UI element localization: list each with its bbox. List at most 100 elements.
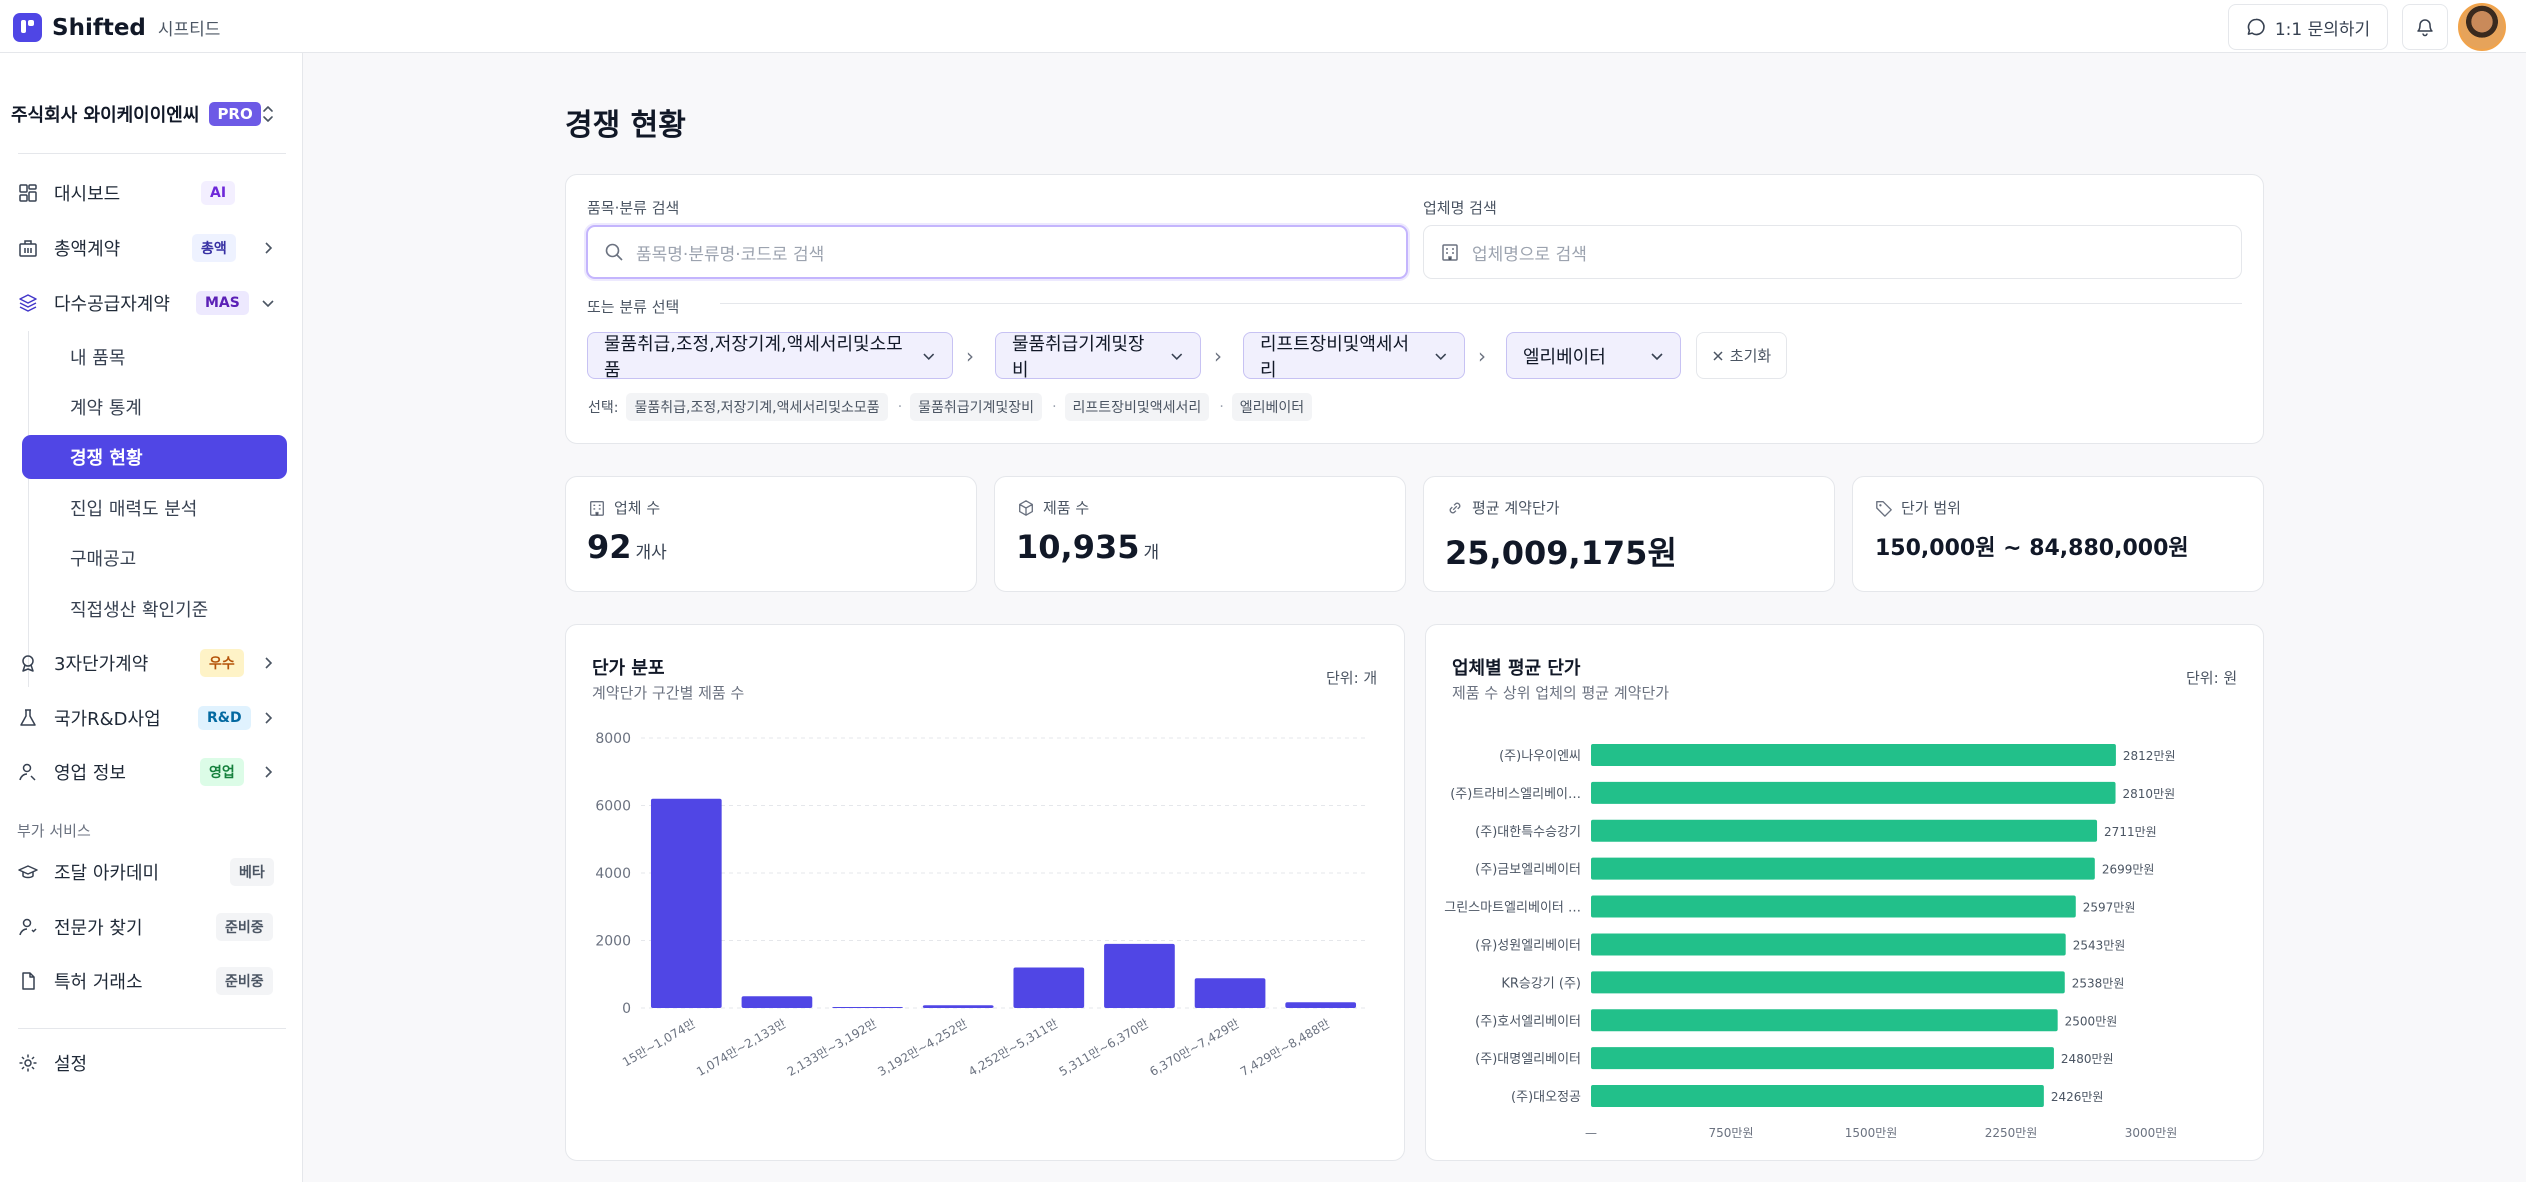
histogram-bar <box>832 1006 903 1008</box>
box-icon <box>1019 499 1033 516</box>
chevron-right-icon: › <box>1214 344 1222 368</box>
sidebar-item-rnd[interactable]: 국가R&D사업 R&D <box>11 696 287 740</box>
bar-value-label: 2426만원 <box>2051 1090 2104 1104</box>
brand-logo[interactable]: Shifted 시프티드 <box>13 13 220 42</box>
building-icon <box>590 500 604 516</box>
bar-value-label: 2543만원 <box>2073 938 2126 952</box>
vendor-search-placeholder: 업체명으로 검색 <box>1472 244 1587 265</box>
stat-label-text: 업체 수 <box>614 499 661 517</box>
sidebar-subitem-competition[interactable]: 경쟁 현황 <box>22 435 287 479</box>
x-tick-label: 1,074만~2,133만 <box>694 1016 788 1079</box>
y-category-label: KR승강기 (주) <box>1501 976 1581 991</box>
stat-number: 10,935 <box>1016 528 1140 566</box>
sidebar-item-settings[interactable]: 설정 <box>11 1041 287 1085</box>
chevron-right-icon <box>265 657 273 669</box>
stat-label: 업체 수 <box>588 497 660 518</box>
separator-dot: · <box>897 399 903 415</box>
vendor-bar <box>1591 1085 2044 1108</box>
sidebar-item-label: 다수공급자계약 <box>54 294 170 315</box>
stat-label-text: 제품 수 <box>1043 499 1090 517</box>
item-search-input[interactable]: 품목명·분류명·코드로 검색 <box>586 225 1408 279</box>
nav-badge: 우수 <box>200 649 244 677</box>
histogram-bar <box>741 996 813 1008</box>
sidebar-subitem-direct-production[interactable]: 직접생산 확인기준 <box>70 600 209 621</box>
chat-bubble-icon <box>2247 18 2265 36</box>
sidebar-item-label: 전문가 찾기 <box>54 918 143 939</box>
user-avatar[interactable] <box>2458 3 2506 51</box>
y-category-label: (주)트라비스엘리베이… <box>1450 787 1581 802</box>
chart-unit: 단위: 개 <box>1326 669 1378 687</box>
y-category-label: 그린스마트엘리베이터 … <box>1444 901 1581 916</box>
chevron-right-icon <box>265 242 273 254</box>
y-tick-label: 4000 <box>595 866 631 882</box>
sidebar-item-sales-info[interactable]: 영업 정보 영업 <box>11 750 287 794</box>
sidebar-subitem-entry-analysis[interactable]: 진입 매력도 분석 <box>70 499 198 520</box>
stat-value-vendors: 92 개사 <box>587 528 667 566</box>
inquiry-button[interactable]: 1:1 문의하기 <box>2228 4 2388 50</box>
stat-label-text: 평균 계약단가 <box>1472 499 1560 517</box>
y-category-label: (주)호서엘리베이터 <box>1475 1014 1581 1029</box>
y-category-label: (주)대한특수승강기 <box>1475 825 1581 840</box>
sidebar-item-find-expert[interactable]: 전문가 찾기 준비중 <box>11 905 287 949</box>
category-select-level3[interactable]: 리프트장비및액세서리 <box>1243 332 1465 381</box>
y-category-label: (유)성원엘리베이터 <box>1475 938 1581 953</box>
bar-value-label: 2810만원 <box>2123 787 2176 801</box>
histogram-bar <box>650 798 722 1008</box>
chart-unit: 단위: 원 <box>2186 669 2238 687</box>
stat-value-price-range: 150,000원 ~ 84,880,000원 <box>1875 536 2189 561</box>
vendor-bar <box>1591 857 2095 880</box>
sidebar-item-mas[interactable]: 다수공급자계약 MAS <box>11 281 287 325</box>
y-tick-label: 6000 <box>595 799 631 815</box>
category-select-value: 물품취급기계및장비 <box>1012 333 1145 381</box>
sidebar-item-label: 국가R&D사업 <box>54 709 161 730</box>
stat-label: 단가 범위 <box>1875 497 1961 518</box>
x-tick-label: 2250만원 <box>1985 1126 2038 1140</box>
histogram-bar <box>1194 978 1266 1008</box>
plan-badge: PRO <box>209 102 261 126</box>
notifications-button[interactable] <box>2402 4 2448 50</box>
sidebar-item-label: 3자단가계약 <box>54 654 149 675</box>
sidebar-subitem-contract-stats[interactable]: 계약 통계 <box>70 398 142 419</box>
sidebar-item-patent-exchange[interactable]: 특허 거래소 준비중 <box>11 959 287 1003</box>
category-select-level4[interactable]: 엘리베이터 <box>1506 332 1681 379</box>
sidebar-item-third-party[interactable]: 3자단가계약 우수 <box>11 641 287 685</box>
sidebar-item-dashboard[interactable]: 대시보드 AI <box>11 171 287 215</box>
sidebar-subitem-purchase-notice[interactable]: 구매공고 <box>70 549 137 570</box>
nav-badge: MAS <box>196 291 249 315</box>
separator-dot: · <box>1219 399 1224 415</box>
search-icon <box>605 243 623 261</box>
reset-button[interactable]: 초기화 <box>1696 332 1787 379</box>
sidebar-item-total-contract[interactable]: 총액계약 총액 <box>11 226 287 270</box>
sidebar: 주식회사 와이케이이엔씨 PRO 대시보드 AI 총액계약 총액 다수공급자계약… <box>0 53 303 1182</box>
chevron-right-icon <box>265 766 273 778</box>
sidebar-subitem-my-items[interactable]: 내 품목 <box>70 348 126 369</box>
bar-value-label: 2500만원 <box>2065 1014 2118 1028</box>
section-label: 부가 서비스 <box>17 822 91 840</box>
vendor-bar <box>1591 895 2076 918</box>
chart-title: 단가 분포 <box>592 658 665 679</box>
flask-icon <box>20 709 36 726</box>
divider <box>18 1028 286 1029</box>
logo-subtext: 시프티드 <box>157 20 221 40</box>
x-tick-label: 6,370만~7,429만 <box>1147 1016 1241 1079</box>
building-icon <box>19 240 37 257</box>
x-tick-label: 750만원 <box>1709 1126 1754 1140</box>
selected-chip: 물품취급기계및장비 <box>910 393 1043 421</box>
chart-subtitle: 제품 수 상위 업체의 평균 계약단가 <box>1452 684 1670 702</box>
nav-badge: 준비중 <box>216 913 273 941</box>
sidebar-item-academy[interactable]: 조달 아카데미 베타 <box>11 850 287 894</box>
stat-card-avg-price <box>1423 476 1835 592</box>
vendor-search-input[interactable]: 업체명으로 검색 <box>1423 225 2242 279</box>
histogram-bar <box>1104 943 1175 1008</box>
bar-value-label: 2812만원 <box>2123 749 2176 763</box>
org-name: 주식회사 와이케이이엔씨 <box>11 105 200 126</box>
vendor-bar <box>1591 819 2098 842</box>
dashboard-icon <box>19 184 37 202</box>
vendor-avg-price-card <box>1425 624 2264 1161</box>
sidebar-item-label: 총액계약 <box>54 239 121 260</box>
org-switcher[interactable]: 주식회사 와이케이이엔씨 PRO <box>11 97 286 131</box>
category-select-level1[interactable]: 물품취급,조정,저장기계,액세서리및소모품 <box>587 332 953 381</box>
vendor-search-label: 업체명 검색 <box>1423 199 1497 217</box>
category-select-level2[interactable]: 물품취급기계및장비 <box>995 332 1201 381</box>
close-icon <box>1713 350 1723 361</box>
